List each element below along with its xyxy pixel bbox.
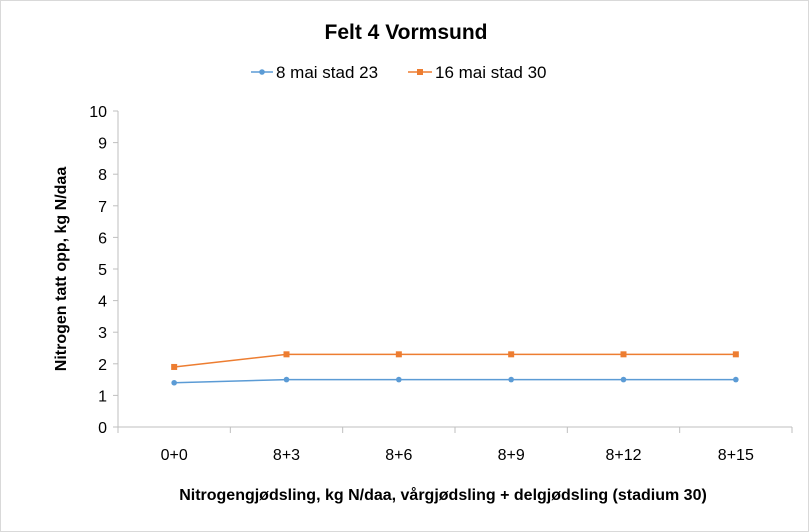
data-point-series-1 [283, 376, 290, 383]
series-line-1 [174, 378, 736, 384]
series-line-2 [174, 353, 736, 368]
data-point-series-2 [283, 351, 290, 358]
data-point-series-2 [732, 351, 739, 358]
data-point-series-2 [395, 351, 402, 358]
data-point-series-2 [508, 351, 515, 358]
legend-label-series-1: 8 mai stad 23 [276, 63, 378, 82]
x-axis-title: Nitrogengjødsling, kg N/daa, vårgjødslin… [179, 486, 707, 504]
y-tick-label: 6 [98, 230, 107, 247]
y-tick-label: 0 [98, 420, 107, 437]
y-tick-label: 4 [98, 294, 107, 311]
y-tick-label: 2 [98, 357, 107, 374]
data-point-series-1 [620, 376, 627, 383]
y-ticks: 0 1 2 3 4 5 6 7 8 9 10 [89, 104, 118, 437]
data-point-series-1 [171, 379, 177, 386]
data-point-series-1 [733, 376, 739, 383]
legend-marker-series-2 [417, 69, 423, 75]
series-layer [171, 351, 739, 386]
x-tick-label: 0+0 [161, 447, 188, 464]
data-point-series-1 [508, 376, 514, 383]
legend-label-series-2: 16 mai stad 30 [435, 63, 547, 82]
x-tick-label: 8+15 [718, 447, 754, 464]
data-point-series-1 [396, 376, 402, 383]
x-tick-label: 8+3 [273, 447, 300, 464]
x-tick-label: 8+9 [498, 447, 525, 464]
y-tick-label: 5 [98, 262, 107, 279]
y-tick-label: 3 [98, 325, 107, 342]
y-tick-label: 9 [98, 136, 107, 153]
legend-marker-series-1 [259, 69, 265, 75]
x-tick-label: 8+12 [605, 447, 641, 464]
y-tick-label: 8 [98, 167, 107, 184]
y-tick-label: 1 [98, 388, 107, 405]
y-axis-title: Nitrogen tatt opp, kg N/daa [53, 167, 70, 372]
data-point-series-2 [171, 363, 178, 370]
y-tick-label: 10 [89, 104, 107, 121]
data-point-series-2 [620, 351, 627, 358]
chart-title: Felt 4 Vormsund [325, 21, 488, 44]
legend: 8 mai stad 23 16 mai stad 30 [251, 63, 547, 82]
y-tick-label: 7 [98, 199, 107, 216]
x-ticks: 0+0 8+3 8+6 8+9 8+12 8+15 [117, 427, 793, 464]
x-tick-label: 8+6 [385, 447, 412, 464]
